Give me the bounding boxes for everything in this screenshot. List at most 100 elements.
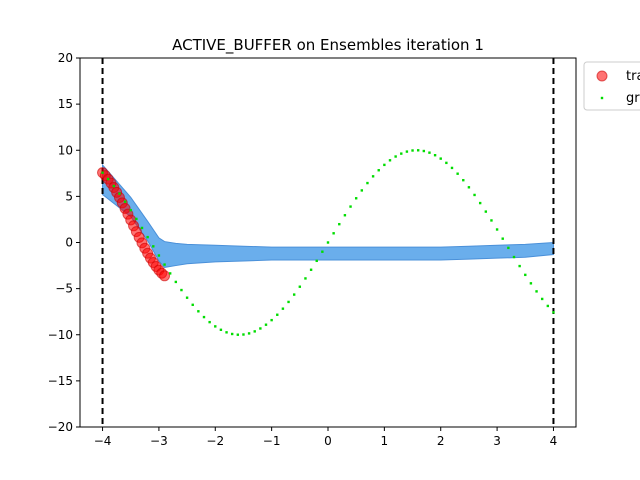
ground-truth-point <box>112 184 116 188</box>
ground-truth-point <box>321 250 324 253</box>
ground-truth-point <box>490 219 493 222</box>
ground-truth-point <box>219 328 223 331</box>
ground-truth-point <box>512 255 516 259</box>
ground-truth-point <box>501 237 504 240</box>
ground-truth-point <box>202 315 206 319</box>
ground-truth-point <box>259 327 262 330</box>
ground-truth-point <box>309 268 313 271</box>
ground-truth-point <box>140 226 144 230</box>
ground-truth-point <box>281 307 285 310</box>
ground-truth-point <box>456 172 459 175</box>
ground-truth-point <box>168 272 172 275</box>
ground-truth-point <box>253 330 256 333</box>
ground-truth-point <box>270 318 273 322</box>
ground-truth-point <box>152 245 155 248</box>
x-tick-label: 0 <box>324 434 332 448</box>
ground-truth-point <box>360 189 364 192</box>
ground-truth-point <box>484 210 488 213</box>
ground-truth-point <box>118 192 121 195</box>
ground-truth-point <box>349 205 352 208</box>
ground-truth-point <box>394 155 397 158</box>
ground-truth-point <box>247 332 251 335</box>
ground-truth-point <box>146 235 149 239</box>
ground-truth-point <box>366 181 369 185</box>
ground-truth-point <box>462 178 465 182</box>
ground-truth-point <box>343 214 347 217</box>
ground-truth-point <box>315 259 318 263</box>
ground-truth-point <box>214 325 217 328</box>
ground-truth-point <box>129 208 132 212</box>
y-tick-label: −15 <box>48 374 73 388</box>
ground-truth-point <box>276 313 279 316</box>
ground-truth-point <box>287 300 290 304</box>
ground-truth-point <box>478 201 482 205</box>
ground-truth-point <box>101 171 104 174</box>
ground-truth-point <box>495 228 499 231</box>
y-tick-label: −10 <box>48 328 73 342</box>
ground-truth-point <box>445 161 448 165</box>
ground-truth-point <box>264 323 268 326</box>
y-tick-label: 5 <box>65 189 73 203</box>
y-tick-label: 15 <box>58 97 73 111</box>
ground-truth-point <box>208 320 211 324</box>
x-tick-label: 1 <box>381 434 389 448</box>
ground-truth-point <box>383 163 386 167</box>
ground-truth-point <box>433 154 437 157</box>
y-tick-label: 20 <box>58 51 73 65</box>
legend-marker-train <box>596 70 608 82</box>
y-axis: −20 −15 −10 −5 0 5 10 15 20 <box>48 51 80 434</box>
ground-truth-point <box>400 152 403 155</box>
ground-truth-point <box>163 263 166 266</box>
ground-truth-point <box>473 193 476 197</box>
ground-truth-point <box>230 332 234 336</box>
ground-truth-point <box>338 222 341 226</box>
x-tick-label: 3 <box>493 434 501 448</box>
ground-truth-point <box>411 149 414 152</box>
ground-truth-point <box>135 217 138 221</box>
y-tick-label: 10 <box>58 143 73 157</box>
ground-truth-point <box>552 311 555 314</box>
ground-truth-point <box>174 280 178 284</box>
legend: tra gr <box>583 61 640 111</box>
y-tick-label: −5 <box>55 282 73 296</box>
x-tick-label: −3 <box>150 434 168 448</box>
x-tick-label: −4 <box>94 434 112 448</box>
ground-truth-point <box>157 254 161 257</box>
y-tick-label: 0 <box>65 236 73 250</box>
legend-marker-ground-truth <box>600 96 604 100</box>
ground-truth-point <box>185 296 189 299</box>
ground-truth-point <box>354 197 358 200</box>
ground-truth-point <box>292 293 296 296</box>
ground-truth-point <box>191 303 194 307</box>
ground-truth-point <box>123 200 127 203</box>
ground-truth-point <box>416 149 420 152</box>
legend-label-ground-truth: gr <box>626 91 640 106</box>
y-tick-label: −20 <box>48 420 73 434</box>
ground-truth-point <box>371 175 375 178</box>
ground-truth-point <box>225 331 228 334</box>
ground-truth-point <box>518 264 521 268</box>
x-axis: −4 −3 −2 −1 0 1 2 3 4 <box>94 427 558 448</box>
ground-truth-point <box>467 186 471 189</box>
x-tick-label: 4 <box>550 434 558 448</box>
ground-truth-point <box>236 333 240 336</box>
legend-label-train: tra <box>626 69 640 84</box>
ground-truth-point <box>524 273 527 277</box>
ground-truth-point <box>180 288 183 292</box>
ground-truth-point <box>529 282 533 285</box>
ground-truth-point <box>332 232 335 235</box>
chart-title: ACTIVE_BUFFER on Ensembles iteration 1 <box>172 36 484 55</box>
ground-truth-point <box>546 304 550 308</box>
ensemble-band <box>102 163 554 268</box>
ground-truth-point <box>439 157 442 160</box>
x-tick-label: 2 <box>437 434 445 448</box>
ground-truth-point <box>298 285 302 288</box>
ground-truth-point <box>422 149 426 153</box>
ground-truth-point <box>197 310 200 313</box>
ground-truth-point <box>304 277 307 280</box>
train-point <box>159 270 171 282</box>
ground-truth-point <box>242 333 245 336</box>
ground-truth-point <box>326 241 330 244</box>
plot-area <box>97 58 555 427</box>
